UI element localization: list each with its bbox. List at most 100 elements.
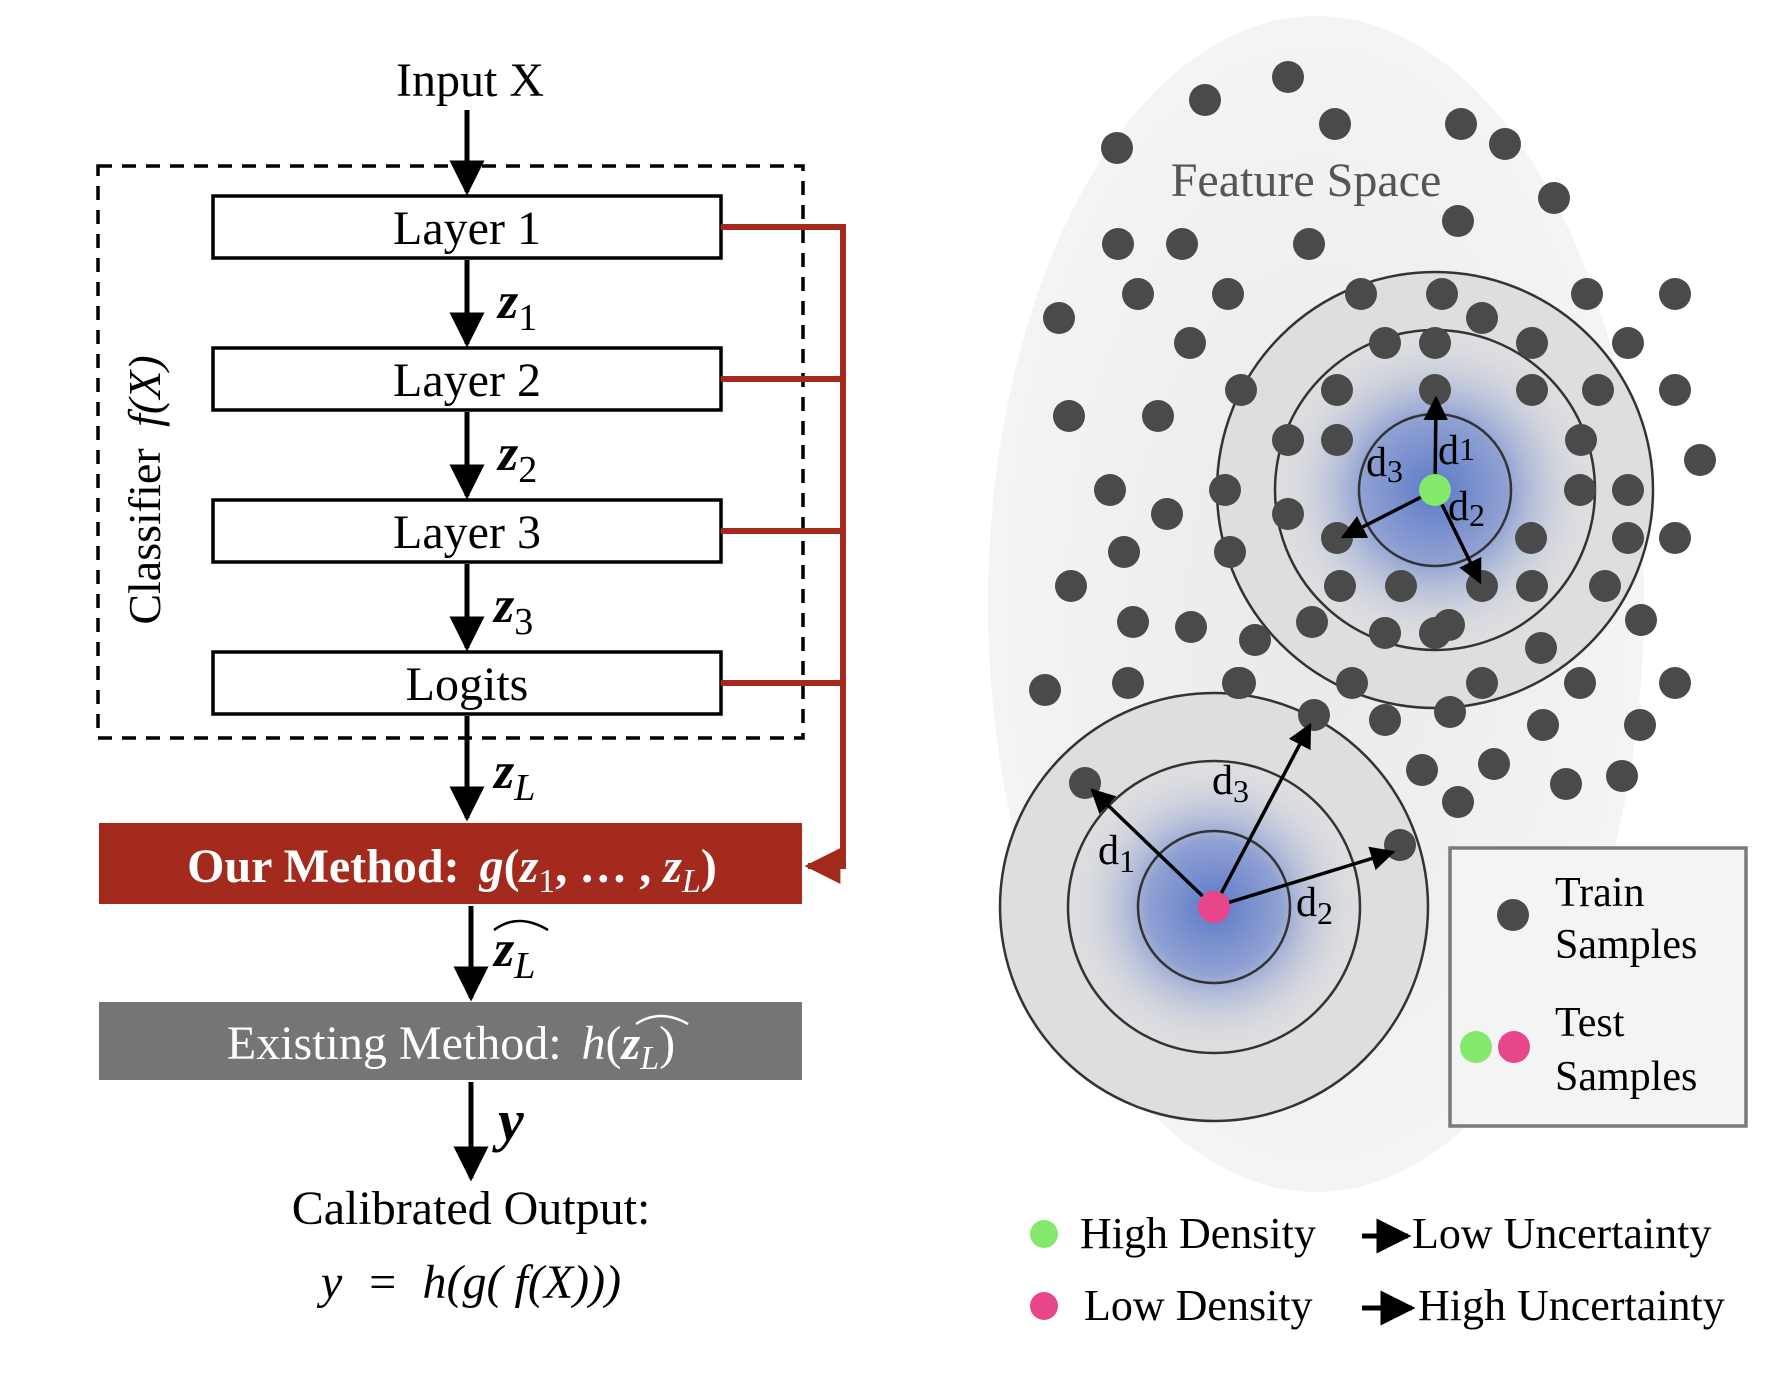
our-method-box: Our Method: g(z1, … , zL) xyxy=(99,823,802,904)
train-sample-dot xyxy=(1445,108,1477,140)
legend-test-dot-pink xyxy=(1498,1031,1530,1063)
density-legend: High Density Low Uncertainty Low Density… xyxy=(1030,1209,1725,1330)
feature-space: Feature Space d1 d2 d3 d1 xyxy=(988,16,1748,1330)
train-sample-dot xyxy=(1406,754,1438,786)
existing-method-text: Existing Method: h(zL) xyxy=(227,1017,675,1077)
z3-label: z3 xyxy=(492,577,533,643)
layer-box-2: Layer 2 xyxy=(211,346,723,412)
density-legend-dot-low xyxy=(1030,1292,1058,1320)
train-sample-dot xyxy=(1564,474,1596,506)
train-sample-dot xyxy=(1272,61,1304,93)
train-samples xyxy=(1029,61,1716,861)
train-sample-dot xyxy=(1426,278,1458,310)
our-method-text: Our Method: g(z1, … , zL) xyxy=(187,840,717,900)
train-sample-dot xyxy=(1606,760,1638,792)
y-label: y xyxy=(492,1088,524,1153)
train-sample-dot xyxy=(1239,624,1271,656)
train-sample-dot xyxy=(1659,374,1691,406)
train-sample-dot xyxy=(1369,617,1401,649)
train-sample-dot xyxy=(1321,374,1353,406)
train-sample-dot xyxy=(1419,327,1451,359)
train-sample-dot xyxy=(1589,570,1621,602)
density-legend-high-left: High Density xyxy=(1080,1209,1316,1258)
train-sample-dot xyxy=(1612,327,1644,359)
flow-diagram: Input X Classifier f(X) Layer 1 Layer 2 … xyxy=(96,54,846,1309)
low-d1: d1 xyxy=(1098,828,1135,879)
layer-label-1: Layer 1 xyxy=(393,202,541,255)
train-sample-dot xyxy=(1525,632,1557,664)
z2-label: z2 xyxy=(496,425,537,491)
train-sample-dot xyxy=(1055,570,1087,602)
density-legend-low-left: Low Density xyxy=(1084,1281,1313,1330)
legend-box: Train Samples Test Samples xyxy=(1448,846,1748,1128)
density-legend-dot-high xyxy=(1030,1220,1058,1248)
train-sample-dot xyxy=(1272,498,1304,530)
calibrated-output-label: Calibrated Output: xyxy=(292,1182,651,1235)
layer-box-1: Layer 1 xyxy=(211,194,723,260)
train-sample-dot xyxy=(1166,228,1198,260)
train-sample-dot xyxy=(1571,278,1603,310)
train-sample-dot xyxy=(1478,748,1510,780)
train-sample-dot xyxy=(1112,667,1144,699)
train-sample-dot xyxy=(1516,374,1548,406)
train-sample-dot xyxy=(1293,228,1325,260)
train-sample-dot xyxy=(1538,182,1570,214)
train-sample-dot xyxy=(1466,667,1498,699)
logits-box: Logits xyxy=(211,650,723,716)
train-sample-dot xyxy=(1189,84,1221,116)
train-sample-dot xyxy=(1659,522,1691,554)
legend-train-dot xyxy=(1497,899,1529,931)
train-sample-dot xyxy=(1369,327,1401,359)
legend-test-dot-green xyxy=(1460,1031,1492,1063)
skip-connections xyxy=(721,224,846,884)
train-sample-dot xyxy=(1101,132,1133,164)
train-sample-dot xyxy=(1565,424,1597,456)
train-sample-dot xyxy=(1108,536,1140,568)
train-sample-dot xyxy=(1094,474,1126,506)
train-sample-dot xyxy=(1624,709,1656,741)
train-sample-dot xyxy=(1550,768,1582,800)
classifier-label: Classifier f(X) xyxy=(119,355,170,624)
train-sample-dot xyxy=(1117,606,1149,638)
train-sample-dot xyxy=(1659,278,1691,310)
train-sample-dot xyxy=(1102,228,1134,260)
train-sample-dot xyxy=(1345,278,1377,310)
train-sample-dot xyxy=(1043,302,1075,334)
train-sample-dot xyxy=(1319,108,1351,140)
zhat-label: zL xyxy=(492,919,549,987)
train-sample-dot xyxy=(1515,522,1547,554)
train-sample-dot xyxy=(1684,444,1716,476)
train-sample-dot xyxy=(1212,278,1244,310)
legend-test-line1: Test xyxy=(1555,1000,1625,1046)
train-sample-dot xyxy=(1336,667,1368,699)
train-sample-dot xyxy=(1466,570,1498,602)
train-sample-dot xyxy=(1222,667,1254,699)
calibrated-output-formula: y = h(g( f(X))) xyxy=(316,1256,621,1309)
distance-arrows-low xyxy=(1090,722,1396,909)
train-sample-dot xyxy=(1321,522,1353,554)
train-sample-dot xyxy=(1442,786,1474,818)
train-sample-dot xyxy=(1442,205,1474,237)
train-sample-dot xyxy=(1369,704,1401,736)
train-sample-dot xyxy=(1466,302,1498,334)
high-d2: d2 xyxy=(1448,484,1485,533)
train-sample-dot xyxy=(1527,709,1559,741)
train-sample-dot xyxy=(1174,327,1206,359)
train-sample-dot xyxy=(1516,570,1548,602)
low-d3: d3 xyxy=(1212,758,1249,809)
test-sample-low-density xyxy=(1198,891,1230,923)
train-sample-dot xyxy=(1564,667,1596,699)
high-d1: d1 xyxy=(1438,428,1475,474)
train-sample-dot xyxy=(1625,604,1657,636)
train-sample-dot xyxy=(1516,327,1548,359)
train-sample-dot xyxy=(1142,400,1174,432)
train-sample-dot xyxy=(1324,570,1356,602)
density-legend-high-right: Low Uncertainty xyxy=(1412,1209,1711,1258)
feature-space-title: Feature Space xyxy=(1171,154,1442,207)
z1-label: z1 xyxy=(496,273,537,339)
existing-method-box: Existing Method: h(zL) xyxy=(99,1002,802,1080)
svg-text:zL: zL xyxy=(492,921,535,987)
train-sample-dot xyxy=(1175,611,1207,643)
train-sample-dot xyxy=(1582,374,1614,406)
logits-label: Logits xyxy=(406,658,529,711)
